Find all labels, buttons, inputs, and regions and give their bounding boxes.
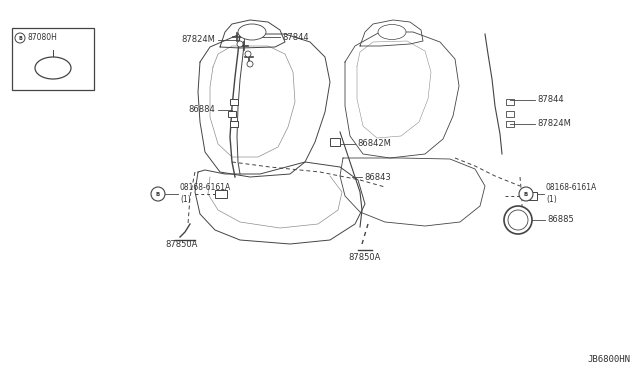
Circle shape — [151, 187, 165, 201]
Circle shape — [245, 51, 251, 57]
Text: 08168-6161A: 08168-6161A — [180, 183, 231, 192]
Circle shape — [519, 187, 533, 201]
Text: 86884: 86884 — [188, 106, 215, 115]
Text: 86842M: 86842M — [357, 140, 391, 148]
FancyBboxPatch shape — [12, 28, 94, 90]
Bar — [506, 111, 514, 117]
Circle shape — [247, 61, 253, 67]
Text: 87824M: 87824M — [181, 35, 215, 44]
Text: JB6800HN: JB6800HN — [587, 355, 630, 364]
Text: 86843: 86843 — [364, 173, 391, 182]
Circle shape — [237, 41, 243, 47]
Text: 87080H: 87080H — [27, 33, 57, 42]
Bar — [525, 192, 537, 200]
Text: 86885: 86885 — [547, 215, 573, 224]
Bar — [506, 121, 514, 127]
Ellipse shape — [378, 25, 406, 39]
Bar — [506, 99, 514, 105]
Text: 87850A: 87850A — [349, 253, 381, 262]
Bar — [215, 190, 227, 198]
Text: 87844: 87844 — [537, 96, 564, 105]
Text: 87824M: 87824M — [537, 119, 571, 128]
Bar — [228, 111, 236, 117]
Text: B: B — [156, 192, 160, 196]
Circle shape — [15, 33, 25, 43]
Bar — [230, 121, 238, 127]
Text: (1): (1) — [180, 195, 191, 204]
Bar — [230, 99, 238, 105]
Bar — [330, 138, 340, 146]
Text: B: B — [524, 192, 528, 196]
Text: 87844: 87844 — [282, 32, 308, 42]
Ellipse shape — [238, 24, 266, 40]
Text: B: B — [18, 35, 22, 41]
Ellipse shape — [35, 57, 71, 79]
Ellipse shape — [508, 210, 528, 230]
Ellipse shape — [504, 206, 532, 234]
Text: 87850A: 87850A — [166, 240, 198, 249]
Text: (1): (1) — [546, 195, 557, 204]
Text: 08168-6161A: 08168-6161A — [546, 183, 597, 192]
